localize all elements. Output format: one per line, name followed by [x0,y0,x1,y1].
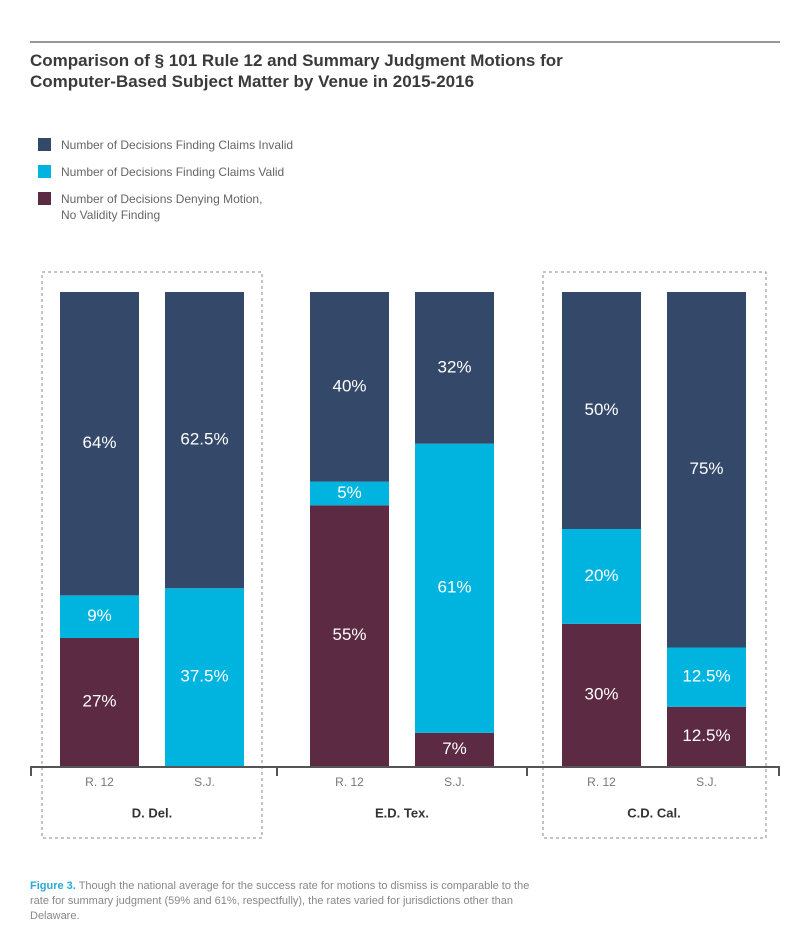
legend-swatch [38,138,51,151]
data-label: 64% [82,433,116,452]
caption-text: Though the national average for the succ… [30,880,530,922]
group-label: E.D. Tex. [375,805,429,820]
data-label: 30% [584,684,618,703]
bar-segment [165,292,244,589]
data-label: 62.5% [180,430,228,449]
chart-title: Comparison of § 101 Rule 12 and Summary … [30,51,563,91]
figure-label: Figure 3. [30,880,76,892]
legend-label: Number of Decisions Denying Motion, No V… [61,192,263,222]
x-tick-label: R. 12 [335,775,364,789]
data-label: 12.5% [682,726,730,745]
data-label: 20% [584,566,618,585]
bar-segment [415,292,494,444]
bar-segment [310,481,389,506]
x-tick-label: R. 12 [587,775,616,789]
bar-segment [562,623,641,766]
bar-segment [60,638,139,766]
data-label: 40% [332,376,366,395]
bar-segment [667,647,746,707]
data-label: 5% [337,483,362,502]
data-label: 55% [332,625,366,644]
bar-segment [165,588,244,766]
group-box [542,271,767,839]
legend-swatch [38,192,51,205]
caption: Figure 3. Though the national average fo… [30,879,540,924]
legend-item: Number of Decisions Finding Claims Valid [38,164,293,180]
bar-segment [415,443,494,733]
legend-label: Number of Decisions Finding Claims Valid [61,165,285,179]
bar-segment [415,732,494,766]
data-label: 37.5% [180,667,228,686]
x-tick-label: S.J. [444,775,465,789]
bar-segment [310,292,389,482]
bar-segment [667,706,746,766]
bar-segment [562,529,641,624]
data-label: 61% [437,578,471,597]
data-label: 9% [87,606,112,625]
legend-swatch [38,165,51,178]
legend: Number of Decisions Finding Claims Inval… [38,137,293,234]
data-label: 7% [442,739,467,758]
x-tick-label: S.J. [696,775,717,789]
group-box [41,271,263,839]
group-label: D. Del. [132,805,172,820]
data-label: 27% [82,691,116,710]
bar-segment [562,292,641,529]
bar-segment [667,292,746,648]
x-tick-label: S.J. [194,775,215,789]
bar-segment [310,505,389,766]
group-label: C.D. Cal. [627,805,680,820]
data-label: 50% [584,400,618,419]
x-tick-label: R. 12 [85,775,114,789]
data-label: 12.5% [682,667,730,686]
bar-segment [60,595,139,639]
bar-segment [60,292,139,596]
data-label: 75% [689,459,723,478]
legend-label: Number of Decisions Finding Claims Inval… [61,138,294,152]
legend-item: Number of Decisions Denying Motion, No V… [38,191,293,223]
data-label: 32% [437,357,471,376]
legend-item: Number of Decisions Finding Claims Inval… [38,137,293,153]
